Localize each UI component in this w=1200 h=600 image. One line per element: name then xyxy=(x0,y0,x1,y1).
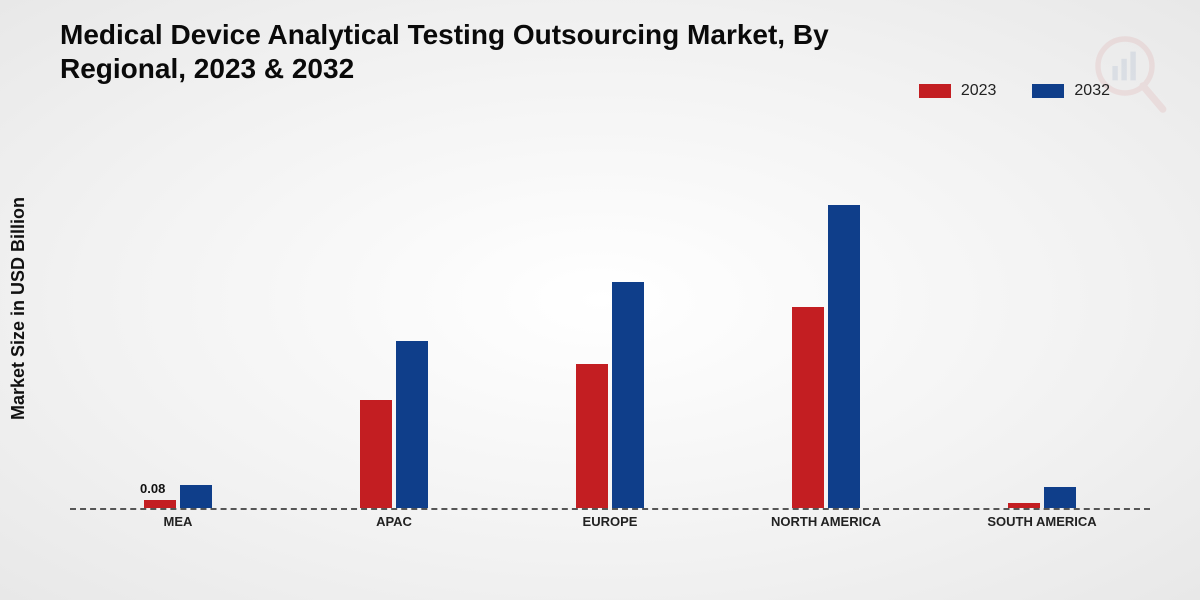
bar-group: NORTH AMERICA xyxy=(792,205,860,508)
bar-2023 xyxy=(360,400,392,508)
bar-group: SOUTH AMERICA xyxy=(1008,487,1076,508)
bar-group: 0.08MEA xyxy=(144,485,212,508)
bar-2032 xyxy=(180,485,212,508)
legend: 2023 2032 xyxy=(919,82,1110,100)
bar-2023 xyxy=(792,307,824,508)
legend-item-2032: 2032 xyxy=(1032,82,1110,100)
bar-value-label: 0.08 xyxy=(140,481,165,496)
bar-2032 xyxy=(1044,487,1076,508)
category-label: NORTH AMERICA xyxy=(756,514,896,529)
bar-group: EUROPE xyxy=(576,282,644,508)
category-label: APAC xyxy=(324,514,464,529)
bar-2023 xyxy=(576,364,608,508)
legend-item-2023: 2023 xyxy=(919,82,997,100)
legend-label-2032: 2032 xyxy=(1074,82,1110,100)
y-axis-label: Market Size in USD Billion xyxy=(8,197,29,420)
category-label: MEA xyxy=(108,514,248,529)
legend-label-2023: 2023 xyxy=(961,82,997,100)
bar-2023 xyxy=(1008,503,1040,508)
bar-2032 xyxy=(828,205,860,508)
bar-2023 xyxy=(144,500,176,508)
chart-title: Medical Device Analytical Testing Outsou… xyxy=(60,18,850,85)
legend-swatch-2023 xyxy=(919,84,951,98)
category-label: EUROPE xyxy=(540,514,680,529)
bar-2032 xyxy=(612,282,644,508)
category-label: SOUTH AMERICA xyxy=(972,514,1112,529)
watermark-logo-icon xyxy=(1080,30,1170,120)
legend-swatch-2032 xyxy=(1032,84,1064,98)
plot-area: 0.08MEA APAC EUROPE NORTH AMERICA SOUTH AMER… xyxy=(70,150,1150,510)
bar-2032 xyxy=(396,341,428,508)
bar-group: APAC xyxy=(360,341,428,508)
